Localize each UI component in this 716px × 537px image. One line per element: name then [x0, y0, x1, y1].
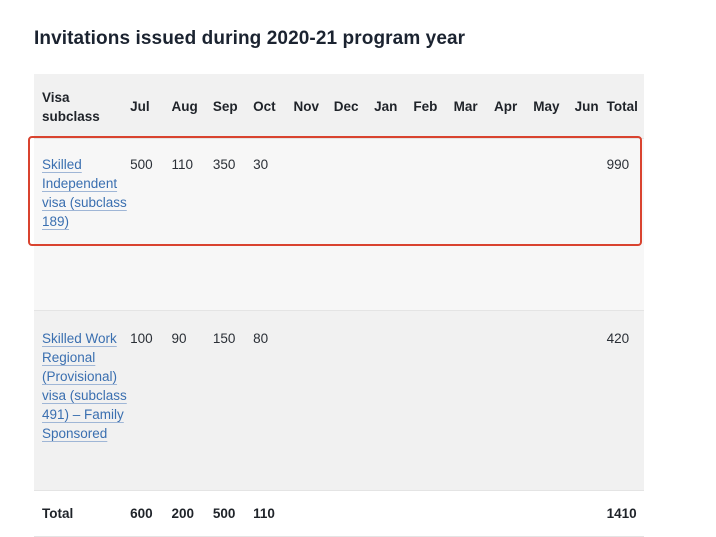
cell-value — [574, 137, 607, 310]
header-nov: Nov — [293, 74, 334, 138]
total-cell: 600 — [130, 489, 172, 537]
header-visa-subclass: Visa subclass — [34, 74, 131, 138]
cell-value: 100 — [130, 309, 172, 490]
total-cell — [413, 489, 454, 537]
table-header-row: Visa subclass Jul Aug Sep Oct Nov Dec Ja… — [34, 74, 644, 138]
grand-total-cell: 1410 — [606, 489, 644, 537]
header-aug: Aug — [171, 74, 213, 138]
cell-value — [453, 137, 494, 310]
header-jan: Jan — [374, 74, 414, 138]
header-jul: Jul — [130, 74, 172, 138]
cell-value — [453, 309, 494, 490]
cell-value: 80 — [253, 309, 294, 490]
total-label: Total — [34, 489, 131, 537]
cell-value — [533, 137, 575, 310]
total-cell — [293, 489, 334, 537]
cell-value: 350 — [212, 137, 254, 310]
cell-value: 30 — [253, 137, 294, 310]
header-feb: Feb — [413, 74, 454, 138]
header-oct: Oct — [253, 74, 294, 138]
invitations-table: Visa subclass Jul Aug Sep Oct Nov Dec Ja… — [34, 74, 644, 537]
table-total-row: Total 600 200 500 110 1410 — [34, 489, 644, 537]
cell-total: 420 — [606, 309, 644, 490]
cell-value — [574, 309, 607, 490]
cell-value — [493, 309, 534, 490]
cell-value — [333, 137, 375, 310]
cell-value: 90 — [171, 309, 213, 490]
table-row: Skilled Work Regional (Provisional) visa… — [34, 309, 644, 490]
cell-value: 150 — [212, 309, 254, 490]
header-total: Total — [606, 74, 644, 138]
header-mar: Mar — [453, 74, 494, 138]
cell-value — [374, 309, 414, 490]
header-dec: Dec — [333, 74, 375, 138]
visa-link-subclass-189[interactable]: Skilled Independent visa (subclass 189) — [42, 156, 127, 229]
total-cell: 500 — [212, 489, 254, 537]
header-jun: Jun — [574, 74, 607, 138]
total-cell — [374, 489, 414, 537]
cell-total: 990 — [606, 137, 644, 310]
total-cell: 200 — [171, 489, 213, 537]
cell-value — [413, 137, 454, 310]
total-cell: 110 — [253, 489, 294, 537]
header-may: May — [533, 74, 575, 138]
cell-value — [333, 309, 375, 490]
cell-value — [293, 137, 334, 310]
total-cell — [574, 489, 607, 537]
visa-link-subclass-491[interactable]: Skilled Work Regional (Provisional) visa… — [42, 330, 127, 441]
total-cell — [333, 489, 375, 537]
header-apr: Apr — [493, 74, 534, 138]
table-row: Skilled Independent visa (subclass 189) … — [34, 137, 644, 310]
cell-value — [533, 309, 575, 490]
cell-value — [493, 137, 534, 310]
cell-value: 110 — [171, 137, 213, 310]
cell-value — [413, 309, 454, 490]
total-cell — [533, 489, 575, 537]
header-sep: Sep — [212, 74, 254, 138]
cell-value — [293, 309, 334, 490]
total-cell — [453, 489, 494, 537]
cell-value — [374, 137, 414, 310]
page-title: Invitations issued during 2020-21 progra… — [34, 28, 466, 49]
total-cell — [493, 489, 534, 537]
cell-value: 500 — [130, 137, 172, 310]
